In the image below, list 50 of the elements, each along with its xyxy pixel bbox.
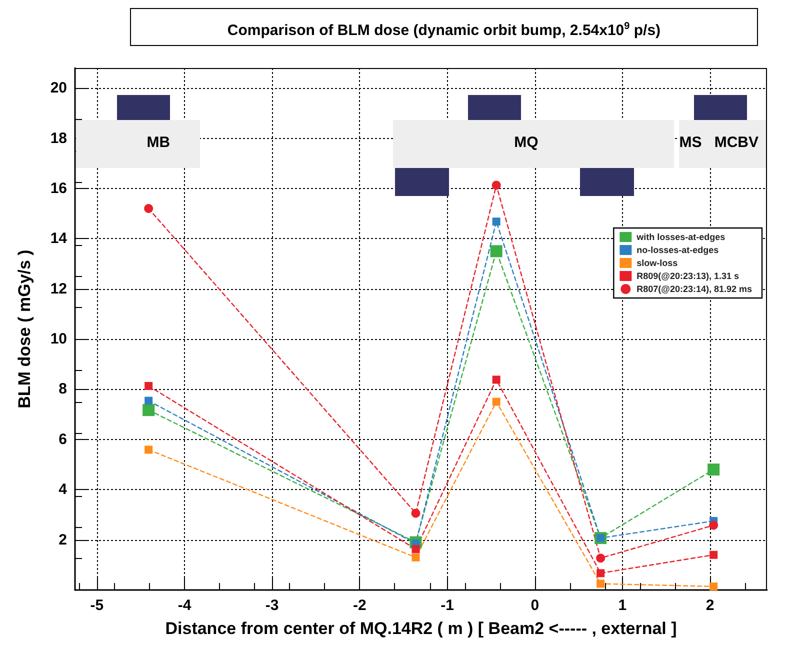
- y-tick-label: 8: [58, 380, 67, 398]
- point: [490, 245, 502, 258]
- y-axis-title: BLM dose ( mGy/s ): [15, 250, 34, 408]
- point: [596, 554, 606, 563]
- point: [492, 180, 501, 190]
- annotation: MS: [679, 134, 702, 151]
- point: [708, 464, 720, 476]
- annotation: MQ: [514, 134, 538, 151]
- x-tick-label: 0: [530, 597, 540, 614]
- x-tick-label: 1: [618, 597, 627, 614]
- point: [596, 569, 605, 578]
- x-tick-label: -2: [353, 597, 366, 614]
- x-tick-label: -1: [440, 597, 454, 614]
- y-tick-label: 20: [50, 80, 67, 97]
- legend-label: with losses-at-edges: [636, 232, 726, 242]
- point: [144, 396, 153, 405]
- y-tick-label: 16: [50, 180, 67, 197]
- y-tick-label: 6: [58, 430, 67, 448]
- y-tick-label: 12: [50, 280, 67, 298]
- point: [411, 508, 420, 518]
- point: [492, 398, 500, 406]
- point: [492, 376, 500, 384]
- legend-label: R807(@20:23:14), 81.92 ms: [636, 284, 752, 294]
- chart-title: Comparison of BLM dose (dynamic orbit bump, 2.54x10$^{9}$ p/s): [130, 8, 758, 46]
- point: [144, 382, 153, 390]
- x-tick-label: -3: [265, 597, 279, 614]
- x-tick-label: -4: [178, 597, 192, 614]
- y-tick-label: 18: [50, 130, 67, 147]
- legend-label: no-losses-at-edges: [636, 245, 719, 255]
- y-tick-label: 14: [50, 230, 68, 248]
- y-tick-label: 4: [58, 481, 68, 498]
- point: [710, 550, 718, 559]
- annotation: MB: [146, 134, 170, 151]
- y-tick-label: 10: [50, 330, 67, 348]
- point: [709, 520, 718, 530]
- point: [412, 545, 420, 554]
- point: [144, 204, 154, 214]
- annotation: MCBV: [714, 134, 758, 151]
- point: [144, 446, 153, 454]
- point: [596, 580, 605, 588]
- point: [412, 553, 420, 562]
- point: [142, 404, 155, 416]
- x-tick-label: -5: [90, 597, 104, 614]
- point: [710, 582, 718, 590]
- point: [492, 218, 500, 226]
- legend-label: R809(@20:23:13), 1.31 s: [636, 271, 739, 281]
- y-tick-label: 2: [58, 531, 67, 548]
- x-axis-title: Distance from center of MQ.14R2 ( m ) [ Beam2 <----- , external ]: [165, 619, 677, 638]
- legend-label: slow-loss: [636, 258, 678, 268]
- x-tick-label: 2: [706, 597, 714, 614]
